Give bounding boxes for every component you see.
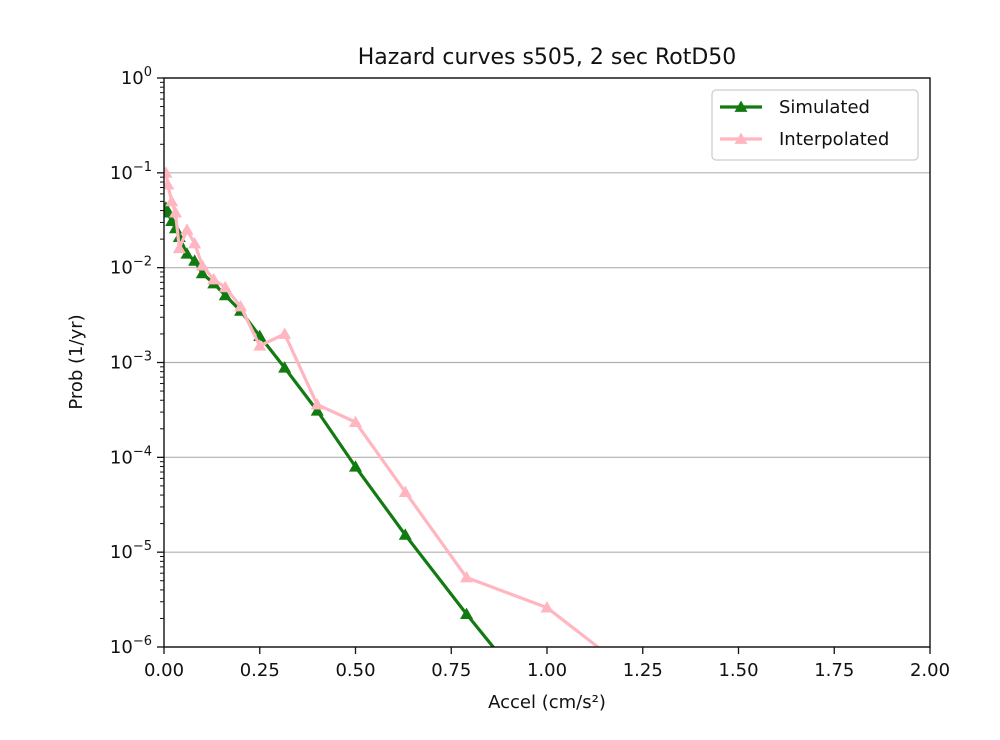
data-point [253, 339, 267, 351]
data-point [188, 254, 202, 266]
data-point [278, 327, 292, 339]
y-axis-label: Prob (1/yr) [66, 314, 87, 409]
legend-box [711, 89, 919, 161]
y-tick-label: 10−2 [110, 255, 152, 279]
data-point [172, 241, 186, 254]
x-axis-label: Accel (cm/s²) [488, 692, 606, 713]
data-point [540, 601, 554, 613]
chart-title: Hazard curves s505, 2 sec RotD50 [358, 45, 737, 70]
data-point [460, 607, 474, 620]
y-tick-label: 10−4 [110, 444, 152, 468]
series-interpolated [164, 166, 601, 647]
x-tick-label: 0.50 [335, 660, 375, 681]
legend-label: Interpolated [779, 129, 889, 150]
x-tick-label: 2.00 [910, 660, 950, 681]
data-point [195, 266, 209, 279]
x-tick-label: 1.00 [527, 660, 567, 681]
data-point [278, 361, 292, 373]
x-tick-label: 0.25 [240, 660, 280, 681]
y-tick-label: 10−1 [110, 160, 152, 184]
data-point [207, 273, 221, 285]
legend: Simulated Interpolated [711, 89, 919, 161]
data-point [165, 194, 179, 207]
legend-marker [734, 132, 748, 144]
data-point [180, 223, 194, 235]
x-tick-label: 1.25 [623, 660, 663, 681]
data-point [398, 485, 412, 497]
data-point [460, 571, 474, 583]
legend-marker [734, 100, 748, 112]
data-point [349, 460, 362, 472]
data-point [398, 528, 412, 540]
data-point [218, 288, 232, 301]
data-point [164, 178, 175, 190]
data-point [310, 404, 324, 416]
x-axis-ticks: 0.00 0.25 0.50 0.75 1.00 1.25 1.50 1.75 2.00 [144, 647, 950, 681]
data-point [188, 236, 202, 249]
legend-label: Simulated [779, 97, 870, 118]
y-axis-ticks: 100 10−1 10−2 10−3 10−4 10−5 10−6 [110, 65, 164, 658]
y-tick-label: 10−5 [110, 539, 152, 563]
x-tick-label: 0.00 [144, 660, 184, 681]
data-point [168, 206, 182, 218]
x-tick-label: 0.75 [431, 660, 471, 681]
x-tick-label: 1.75 [814, 660, 854, 681]
data-point [180, 247, 194, 259]
data-point [310, 398, 324, 410]
data-point [234, 299, 248, 312]
x-tick-label: 1.50 [718, 660, 758, 681]
data-point [218, 280, 232, 293]
data-point [349, 415, 362, 428]
data-point [195, 259, 209, 271]
y-tick-label: 10−3 [110, 350, 152, 374]
legend-item: Interpolated [720, 129, 889, 150]
y-tick-label: 10−6 [110, 634, 152, 658]
series-layer [164, 166, 601, 647]
legend-item: Simulated [720, 97, 870, 118]
y-tick-label: 100 [121, 65, 152, 89]
data-point [164, 166, 173, 178]
